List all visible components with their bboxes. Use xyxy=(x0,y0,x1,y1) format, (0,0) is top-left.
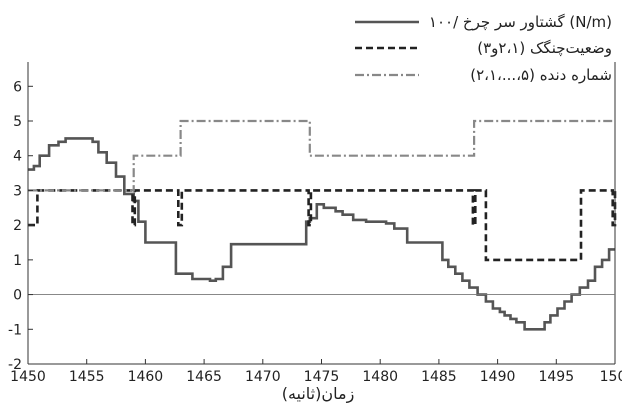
y-tick-label: 4 xyxy=(13,149,22,165)
x-axis-label: زمان(ثانیه) xyxy=(282,384,355,404)
y-tick-label: 1 xyxy=(13,253,22,269)
y-tick-label: 0 xyxy=(13,288,22,304)
x-tick-label: 1465 xyxy=(186,369,222,385)
series-layer xyxy=(28,119,617,331)
x-tick-label: 1495 xyxy=(538,369,574,385)
x-tick-label: 1485 xyxy=(421,369,457,385)
x-tick-label: 1475 xyxy=(304,369,340,385)
legend-label-1: گشتاور سر چرخ /۱۰۰ (N/m) xyxy=(429,13,612,31)
series-line-1 xyxy=(28,137,615,331)
y-tick-label: 6 xyxy=(13,79,22,95)
y-tick-label: -1 xyxy=(8,322,22,338)
x-tick-label: 1455 xyxy=(69,369,105,385)
y-tick-label: -2 xyxy=(8,357,22,373)
legend-label-2: وضعیت‌چنگک (۲،۱و۳) xyxy=(477,39,612,57)
y-tick-label: 5 xyxy=(13,114,22,130)
legend: گشتاور سر چرخ /۱۰۰ (N/m) وضعیت‌چنگک (۲،۱و… xyxy=(355,13,612,84)
x-tick-label: 150 xyxy=(600,369,622,385)
x-tick-label: 1480 xyxy=(362,369,398,385)
x-tick-label: 1450 xyxy=(10,369,46,385)
axes-layer: 1450 1455 1460 1465 1470 1475 1480 1485 1490 1495… xyxy=(8,62,622,385)
x-tick-label: 1490 xyxy=(480,369,516,385)
series-line-2 xyxy=(28,189,617,262)
legend-label-3: شماره دنده (۵،...،۲،۱) xyxy=(470,66,612,84)
series-line-3 xyxy=(28,119,615,192)
x-tick-label: 1460 xyxy=(128,369,164,385)
y-tick-label: 2 xyxy=(13,218,22,234)
y-tick-label: 3 xyxy=(13,183,22,199)
x-tick-label: 1470 xyxy=(245,369,281,385)
